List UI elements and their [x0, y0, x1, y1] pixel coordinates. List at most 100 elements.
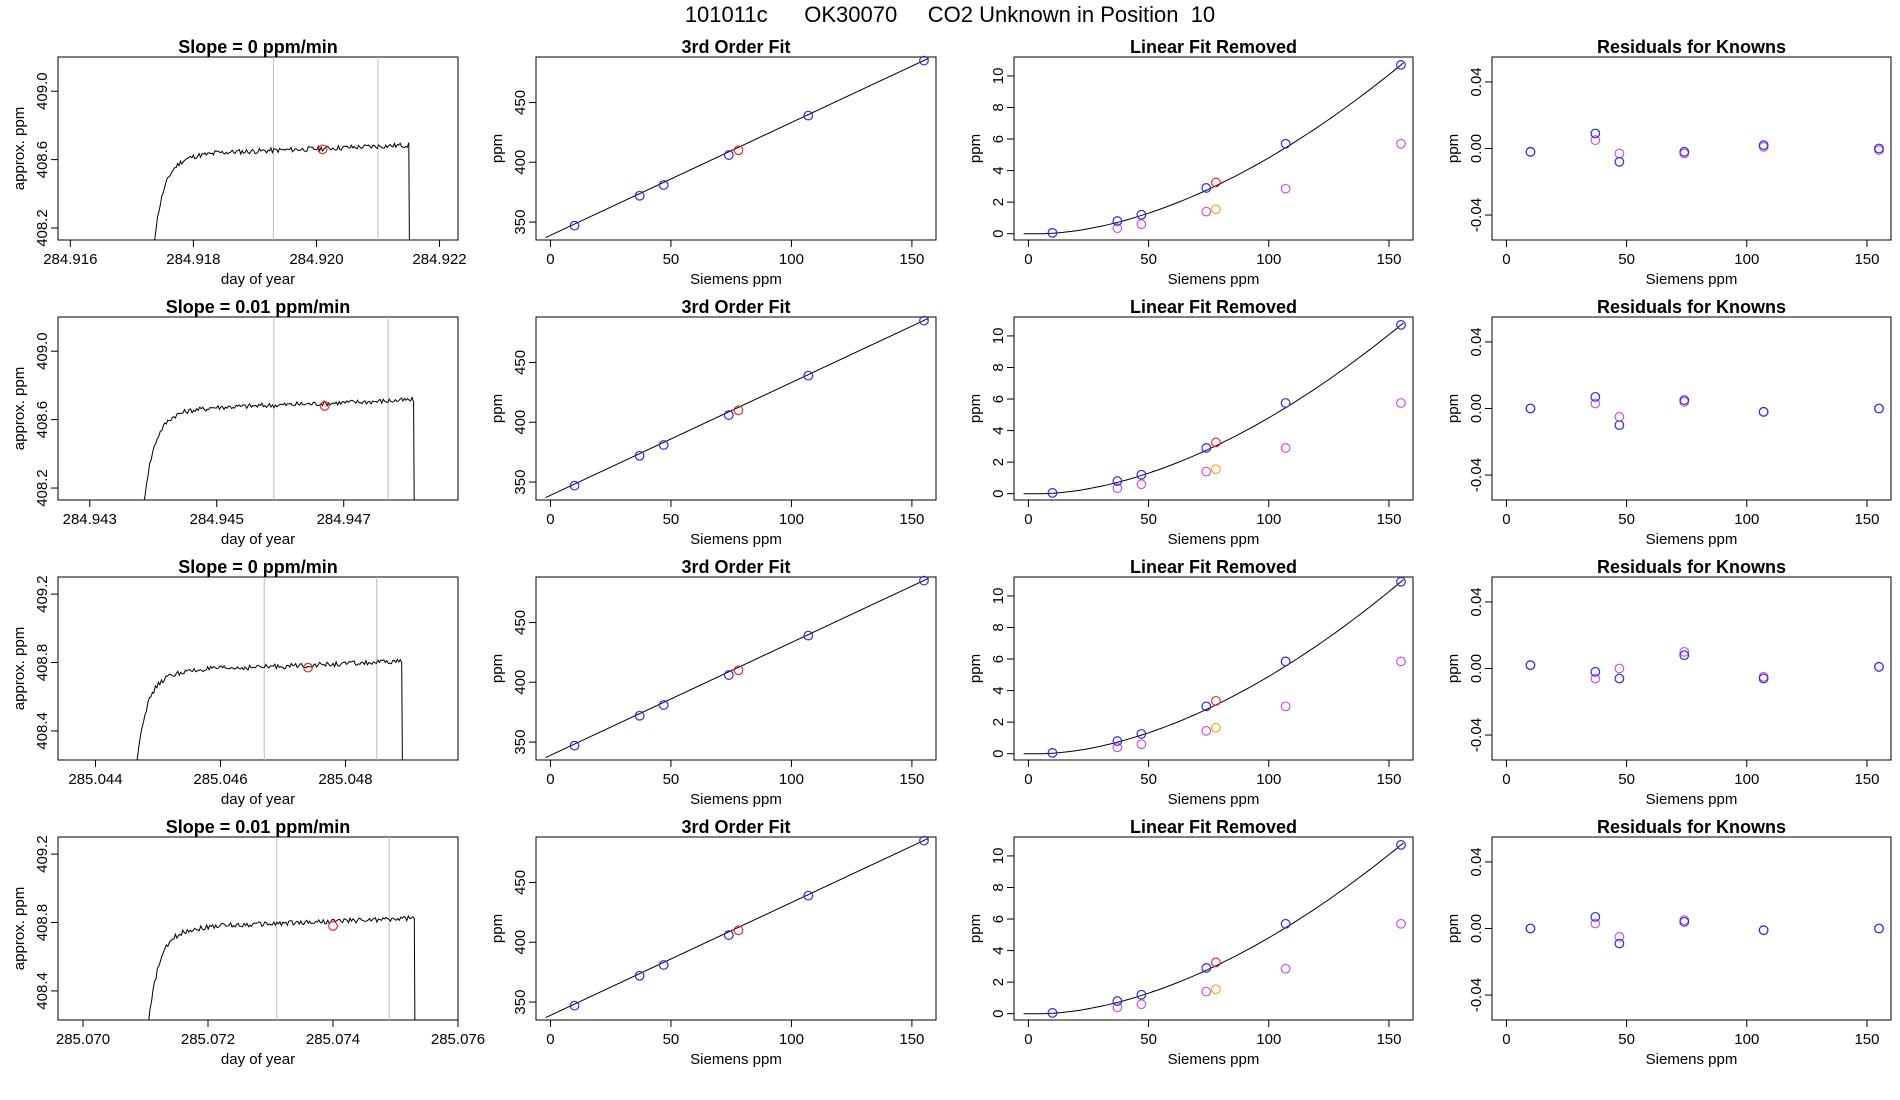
linear-point	[1280, 443, 1291, 453]
y-tick-label: 10	[990, 328, 1007, 345]
unknown-point	[1211, 695, 1221, 706]
panel-title: Linear Fit Removed	[1130, 37, 1297, 57]
known-point	[1280, 138, 1291, 149]
x-tick-label: 100	[779, 251, 804, 268]
fit-curve	[1023, 842, 1404, 1015]
y-tick-label: 6	[990, 395, 1007, 403]
y-tick-label: 408.8	[34, 904, 51, 942]
panel-title: Slope = 0 ppm/min	[178, 37, 338, 57]
x-tick-label: 50	[1140, 511, 1157, 528]
y-axis-label: ppm	[1445, 654, 1462, 683]
x-tick-label: 285.074	[306, 1031, 360, 1048]
linear-point	[1201, 466, 1212, 477]
x-tick-label: 0	[1024, 771, 1032, 788]
plot-box	[535, 836, 937, 1021]
x-tick-label: 100	[1734, 1031, 1759, 1048]
x-axis-label: day of year	[221, 271, 295, 288]
linear-point	[1201, 725, 1212, 736]
panel-title: Slope = 0.01 ppm/min	[166, 817, 351, 837]
panel-title: 3rd Order Fit	[681, 37, 790, 57]
known-point	[919, 835, 929, 846]
panel-title: 3rd Order Fit	[681, 297, 790, 317]
y-tick-label: 400	[512, 670, 529, 695]
residuals-panel: Residuals for Knowns 0 50 100 150 -0.04 0.00 0.…	[1445, 297, 1892, 548]
linear-point	[1201, 986, 1212, 997]
known-point	[1201, 183, 1212, 193]
known-point	[803, 110, 814, 121]
timeseries-panel: Slope = 0 ppm/min 284.916 284.918 284.920 28…	[11, 37, 467, 288]
y-tick-label: 409.2	[34, 835, 51, 873]
unknown-point	[733, 665, 744, 676]
y-tick-label: 350	[512, 470, 529, 495]
x-tick-label: 284.943	[63, 511, 117, 528]
linear-point	[1136, 999, 1147, 1010]
y-tick-label: 0.04	[1468, 847, 1485, 876]
x-tick-label: 50	[663, 771, 680, 788]
linear-point	[1280, 963, 1291, 974]
known-point	[658, 180, 669, 190]
linear-point	[1136, 479, 1147, 490]
x-tick-label: 50	[663, 511, 680, 528]
y-tick-label: 0.04	[1468, 587, 1485, 616]
y-axis-label: approx. ppm	[11, 107, 28, 190]
residual-point	[1525, 146, 1536, 157]
y-tick-label: 350	[512, 730, 529, 755]
residual-point	[1758, 406, 1769, 417]
linear-point	[1136, 739, 1147, 750]
sample-marker	[328, 921, 338, 931]
y-tick-label: 450	[512, 870, 529, 895]
y-tick-label: 408.6	[34, 401, 51, 439]
unknown-point	[1211, 177, 1221, 188]
y-tick-label: 450	[512, 610, 529, 635]
plot-box	[57, 56, 459, 241]
panel-title: 3rd Order Fit	[681, 817, 790, 837]
known-point	[1112, 216, 1123, 226]
y-axis-label: ppm	[967, 654, 984, 683]
panel-title: Slope = 0.01 ppm/min	[166, 297, 351, 317]
residual-point	[1590, 911, 1601, 922]
y-tick-label: 409.0	[34, 72, 51, 110]
x-axis-label: Siemens ppm	[1168, 1051, 1260, 1068]
known-point	[1201, 443, 1212, 453]
panel-title: Residuals for Knowns	[1597, 37, 1786, 57]
known-point	[1136, 209, 1147, 220]
fit-line	[545, 577, 929, 759]
known-point	[919, 315, 929, 326]
x-tick-label: 50	[1618, 1031, 1635, 1048]
linear-point	[1112, 223, 1123, 234]
x-axis-label: Siemens ppm	[690, 1051, 782, 1068]
x-tick-label: 285.044	[68, 771, 122, 788]
y-tick-label: 400	[512, 930, 529, 955]
fit-line	[545, 57, 929, 239]
x-tick-label: 100	[1734, 771, 1759, 788]
residuals-panel: Residuals for Knowns 0 50 100 150 -0.04 0.00 0.…	[1445, 557, 1892, 808]
x-axis-label: Siemens ppm	[1168, 531, 1260, 548]
unknown-linear-point	[1211, 204, 1221, 215]
y-tick-label: 6	[990, 655, 1007, 663]
residual-point	[1758, 673, 1769, 684]
y-axis-label: ppm	[1445, 394, 1462, 423]
residuals-panel: Residuals for Knowns 0 50 100 150 -0.04 0.00 0.…	[1445, 37, 1892, 288]
x-tick-label: 0	[546, 1031, 554, 1048]
linear-removed-panel: Linear Fit Removed 0 50 100 150 0 2 4 6 8 10 Siemen…	[967, 297, 1414, 548]
known-point	[634, 190, 645, 201]
linear-point	[1280, 701, 1291, 712]
y-tick-label: 0.00	[1468, 134, 1485, 163]
x-tick-label: 0	[1502, 1031, 1510, 1048]
x-tick-label: 100	[1256, 771, 1281, 788]
sample-marker	[319, 401, 330, 411]
x-tick-label: 150	[1854, 1031, 1879, 1048]
linear-point	[1396, 656, 1406, 667]
y-tick-label: 10	[990, 588, 1007, 605]
timeseries-line	[154, 141, 410, 240]
known-point	[658, 440, 669, 450]
x-tick-label: 50	[1618, 511, 1635, 528]
x-tick-label: 284.922	[412, 251, 466, 268]
y-tick-label: -0.04	[1468, 978, 1485, 1012]
panel-title: Linear Fit Removed	[1130, 817, 1297, 837]
x-axis-label: day of year	[221, 1051, 295, 1068]
residual-point	[1758, 925, 1769, 936]
x-tick-label: 150	[1376, 771, 1401, 788]
y-axis-label: ppm	[1445, 134, 1462, 163]
linear-point	[1396, 398, 1406, 408]
